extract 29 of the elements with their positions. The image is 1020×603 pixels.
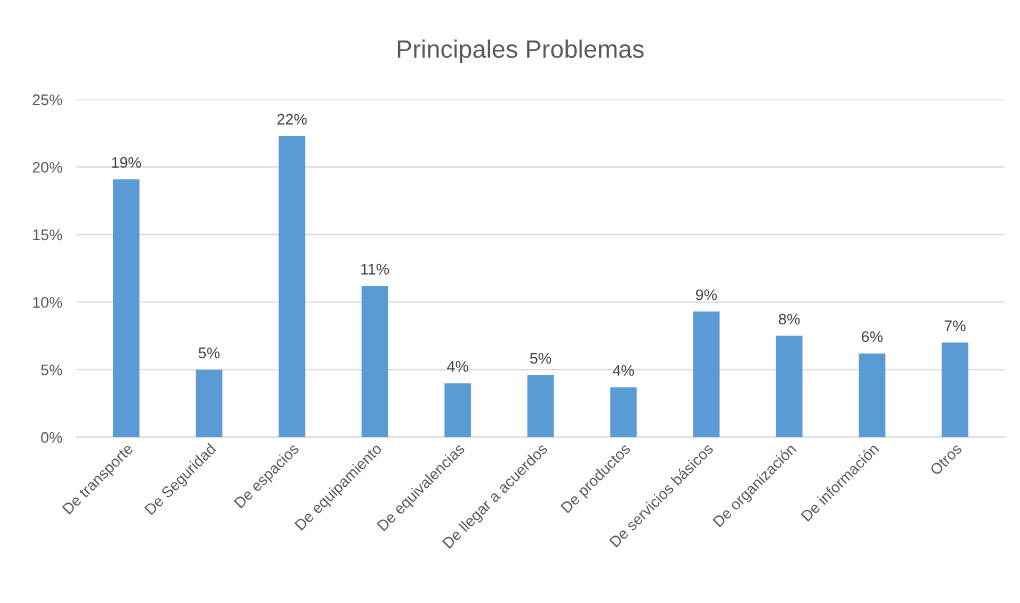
bar <box>941 342 969 438</box>
y-tick-label: 15% <box>33 229 63 241</box>
bar <box>195 369 223 438</box>
data-label: 19% <box>112 157 141 168</box>
data-label: 9% <box>696 289 717 301</box>
bar <box>112 179 140 438</box>
bar <box>775 335 803 438</box>
bar <box>278 135 306 438</box>
bar <box>527 375 554 438</box>
bar <box>693 311 720 438</box>
bar <box>858 353 886 438</box>
y-tick-label: 0% <box>41 432 63 443</box>
y-tick-label: 20% <box>32 161 63 173</box>
data-label: 7% <box>944 320 966 332</box>
data-label: 11% <box>361 263 390 275</box>
y-tick-label: 5% <box>41 364 63 376</box>
data-label: 8% <box>778 313 800 325</box>
data-label: 6% <box>861 331 883 343</box>
data-label: 4% <box>612 365 634 376</box>
bar <box>444 383 471 438</box>
bar <box>361 285 389 438</box>
y-tick-label: 25% <box>32 94 63 106</box>
data-label: 5% <box>198 347 220 359</box>
data-label: 5% <box>530 352 552 364</box>
y-tick-label: 10% <box>33 296 63 308</box>
chart-title: Principales Problemas <box>397 39 644 63</box>
data-label: 4% <box>447 361 469 372</box>
data-label: 22% <box>277 113 307 125</box>
bar <box>610 387 637 438</box>
